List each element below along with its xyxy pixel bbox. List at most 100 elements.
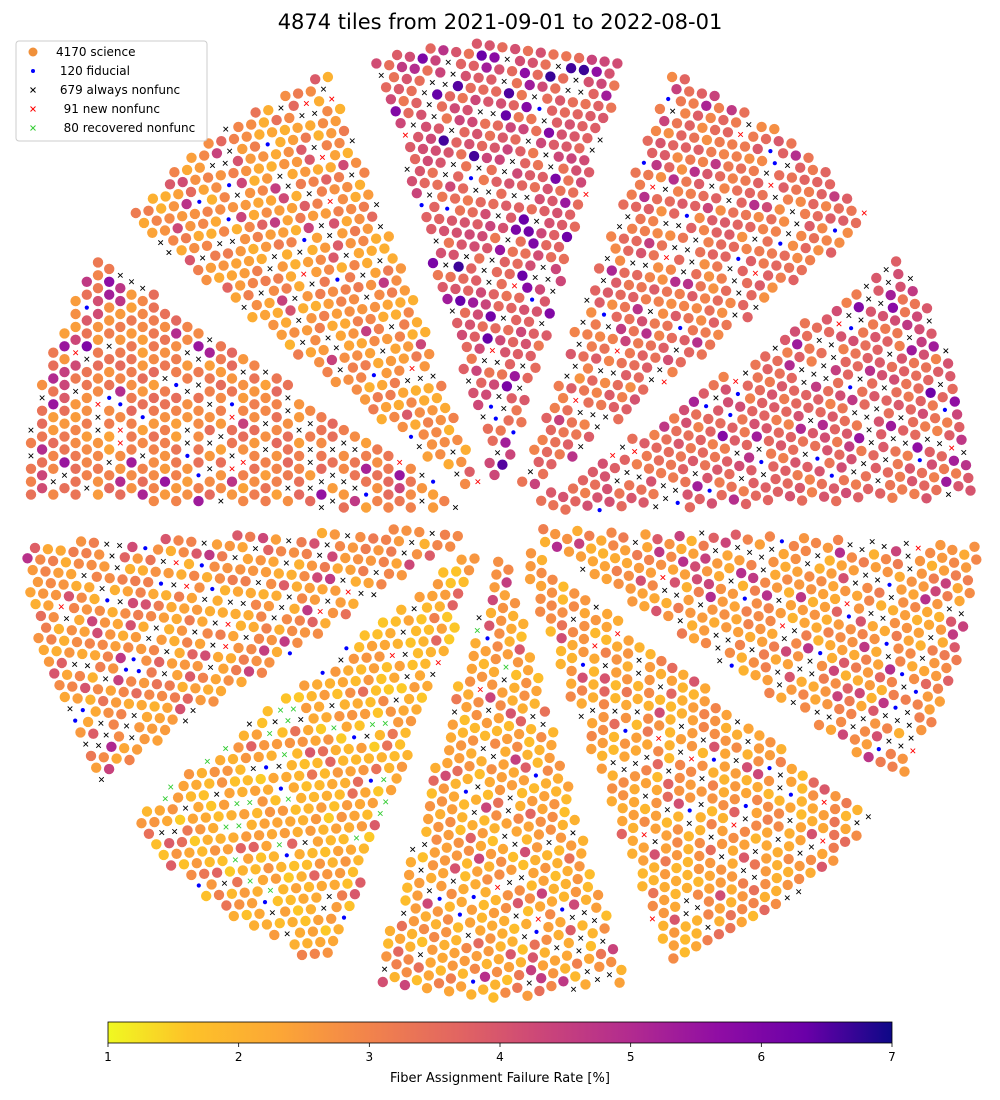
science-fiber-marker xyxy=(748,165,759,177)
science-fiber-marker xyxy=(364,382,375,393)
science-fiber-marker xyxy=(249,424,260,436)
science-fiber-marker xyxy=(473,697,484,708)
science-fiber-marker xyxy=(536,567,547,579)
science-fiber-marker xyxy=(745,631,756,643)
science-fiber-marker xyxy=(498,759,509,770)
science-fiber-marker xyxy=(156,690,168,702)
science-fiber-marker xyxy=(572,525,583,537)
new-nonfunc-marker xyxy=(345,589,351,595)
science-fiber-marker xyxy=(562,533,573,545)
science-fiber-marker xyxy=(850,479,862,490)
science-fiber-marker xyxy=(675,96,687,107)
science-fiber-marker xyxy=(820,686,831,697)
science-fiber-marker xyxy=(452,765,463,777)
science-fiber-marker xyxy=(757,189,768,201)
always-nonfunc-marker xyxy=(600,277,607,284)
science-fiber-marker xyxy=(298,303,309,314)
science-fiber-marker xyxy=(727,858,738,869)
science-fiber-marker xyxy=(578,633,590,645)
science-fiber-marker xyxy=(256,611,267,622)
science-fiber-marker xyxy=(70,373,81,384)
science-fiber-marker xyxy=(361,326,372,337)
science-fiber-marker xyxy=(485,848,497,860)
science-fiber-marker xyxy=(181,164,193,176)
science-fiber-marker xyxy=(398,705,409,716)
science-fiber-marker xyxy=(897,753,908,764)
science-fiber-marker xyxy=(322,71,334,83)
science-fiber-marker xyxy=(786,372,797,384)
science-fiber-marker xyxy=(885,420,897,432)
science-fiber-marker xyxy=(391,275,402,286)
science-fiber-marker xyxy=(411,975,423,986)
science-fiber-marker xyxy=(475,287,487,298)
science-fiber-marker xyxy=(727,173,738,184)
science-fiber-marker xyxy=(481,62,492,73)
science-fiber-marker xyxy=(559,107,571,118)
science-fiber-marker xyxy=(606,231,617,242)
science-fiber-marker xyxy=(108,663,119,674)
science-fiber-marker xyxy=(228,133,240,145)
science-fiber-marker xyxy=(720,735,731,746)
science-fiber-marker xyxy=(927,400,938,411)
science-fiber-marker xyxy=(688,702,699,713)
always-nonfunc-marker xyxy=(442,81,448,87)
science-fiber-marker xyxy=(635,247,647,259)
science-fiber-marker xyxy=(70,360,81,371)
science-fiber-marker xyxy=(389,672,400,683)
always-nonfunc-marker xyxy=(250,765,256,772)
always-nonfunc-marker xyxy=(705,924,711,930)
science-fiber-marker xyxy=(404,51,416,62)
science-fiber-marker xyxy=(941,662,952,674)
science-fiber-marker xyxy=(104,470,115,481)
science-fiber-marker xyxy=(159,463,171,474)
science-fiber-marker xyxy=(567,451,578,462)
fiducial-marker xyxy=(942,407,948,412)
science-fiber-marker xyxy=(260,405,271,416)
always-nonfunc-marker xyxy=(857,376,863,382)
science-fiber-marker xyxy=(534,985,545,997)
science-fiber-marker xyxy=(92,295,104,307)
always-nonfunc-marker xyxy=(229,453,235,459)
science-fiber-marker xyxy=(649,284,660,295)
science-fiber-marker xyxy=(764,687,775,699)
science-fiber-marker xyxy=(829,829,840,841)
science-fiber-marker xyxy=(887,492,898,503)
always-nonfunc-marker xyxy=(708,834,714,840)
science-fiber-marker xyxy=(316,880,327,892)
science-fiber-marker xyxy=(104,444,115,455)
science-fiber-marker xyxy=(493,713,504,724)
new-nonfunc-marker xyxy=(319,154,326,161)
science-fiber-marker xyxy=(892,458,903,470)
science-fiber-marker xyxy=(488,666,500,678)
always-nonfunc-marker xyxy=(411,606,417,612)
always-nonfunc-marker xyxy=(258,290,264,296)
science-fiber-marker xyxy=(36,379,48,391)
science-fiber-marker xyxy=(148,302,159,313)
science-fiber-marker xyxy=(126,457,137,468)
science-fiber-marker xyxy=(762,674,773,686)
science-fiber-marker xyxy=(301,325,313,336)
science-fiber-marker xyxy=(960,562,972,573)
science-fiber-marker xyxy=(305,431,316,442)
always-nonfunc-marker xyxy=(496,393,502,400)
science-fiber-marker xyxy=(233,742,244,753)
science-fiber-marker xyxy=(550,437,561,448)
always-nonfunc-marker xyxy=(808,417,814,424)
science-fiber-marker xyxy=(232,876,243,888)
science-fiber-marker xyxy=(200,812,211,823)
science-fiber-marker xyxy=(470,94,481,106)
science-fiber-marker xyxy=(569,131,580,142)
fiducial-marker xyxy=(143,546,148,551)
science-fiber-marker xyxy=(539,947,550,958)
science-fiber-marker xyxy=(529,182,541,193)
science-fiber-marker xyxy=(775,440,787,451)
always-nonfunc-marker xyxy=(797,850,803,856)
science-fiber-marker xyxy=(266,750,277,761)
science-fiber-marker xyxy=(451,850,463,861)
science-fiber-marker xyxy=(704,883,715,894)
science-fiber-marker xyxy=(171,315,182,326)
always-nonfunc-marker xyxy=(358,590,364,596)
science-fiber-marker xyxy=(486,74,497,85)
science-fiber-marker xyxy=(296,593,308,604)
recovered-nonfunc-marker xyxy=(285,796,291,802)
